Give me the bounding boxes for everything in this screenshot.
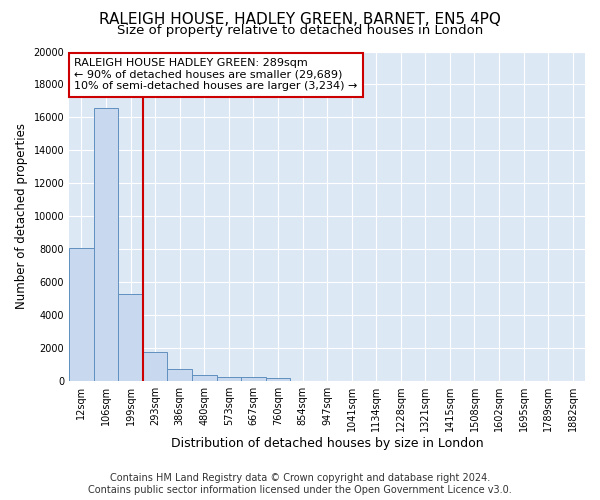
Bar <box>192 376 217 381</box>
Bar <box>266 378 290 381</box>
Bar <box>118 294 143 381</box>
Bar <box>69 248 94 381</box>
Text: Contains HM Land Registry data © Crown copyright and database right 2024.
Contai: Contains HM Land Registry data © Crown c… <box>88 474 512 495</box>
Text: RALEIGH HOUSE, HADLEY GREEN, BARNET, EN5 4PQ: RALEIGH HOUSE, HADLEY GREEN, BARNET, EN5… <box>99 12 501 28</box>
Y-axis label: Number of detached properties: Number of detached properties <box>15 124 28 310</box>
X-axis label: Distribution of detached houses by size in London: Distribution of detached houses by size … <box>171 437 484 450</box>
Bar <box>94 108 118 381</box>
Bar <box>217 376 241 381</box>
Text: RALEIGH HOUSE HADLEY GREEN: 289sqm
← 90% of detached houses are smaller (29,689): RALEIGH HOUSE HADLEY GREEN: 289sqm ← 90%… <box>74 58 358 92</box>
Text: Size of property relative to detached houses in London: Size of property relative to detached ho… <box>117 24 483 37</box>
Bar <box>143 352 167 381</box>
Bar <box>241 378 266 381</box>
Bar <box>167 368 192 381</box>
